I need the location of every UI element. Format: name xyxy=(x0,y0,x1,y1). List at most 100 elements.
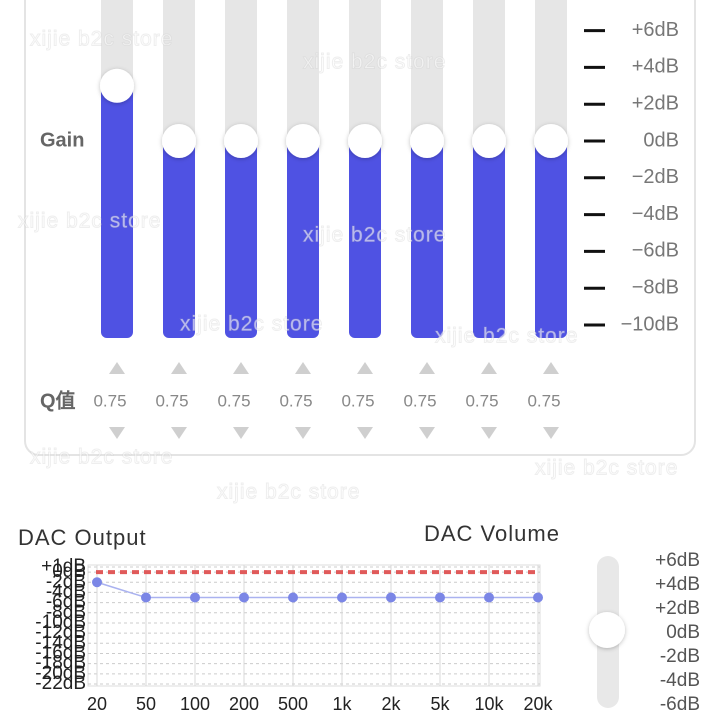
x-tick-label: 20k xyxy=(523,694,553,714)
q-up-button[interactable] xyxy=(109,362,125,374)
q-value: 0.75 xyxy=(341,391,374,410)
y-tick-label: 0dB xyxy=(52,561,86,582)
output-point xyxy=(141,592,151,603)
gain-knob[interactable] xyxy=(224,124,258,158)
output-point xyxy=(337,592,347,603)
watermark: xijie b2c store xyxy=(435,325,578,348)
scale-label: +2dB xyxy=(632,92,679,114)
y-tick-label: -12dB xyxy=(35,622,86,643)
output-point xyxy=(190,592,200,603)
q-value: 0.75 xyxy=(527,391,560,410)
x-tick-label: 100 xyxy=(180,694,210,714)
output-line xyxy=(96,581,538,599)
q-up-button[interactable] xyxy=(481,362,497,374)
q-down-button[interactable] xyxy=(357,427,373,439)
gain-bar xyxy=(473,141,505,338)
output-point xyxy=(239,592,249,603)
watermark: xijie b2c store xyxy=(217,481,360,504)
watermark: xijie b2c store xyxy=(30,28,173,51)
y-tick-label: -4dB xyxy=(46,581,86,602)
volume-tick-label: +6dB xyxy=(655,550,700,571)
watermark: xijie b2c store xyxy=(535,457,678,480)
q-up-button[interactable] xyxy=(419,362,435,374)
y-tick-label: -2dB xyxy=(46,571,86,592)
gain-knob[interactable] xyxy=(534,124,568,158)
volume-tick-label: +4dB xyxy=(655,574,700,595)
plot-frame xyxy=(87,564,541,687)
gain-bar xyxy=(349,141,381,338)
q-up-button[interactable] xyxy=(295,362,311,374)
y-tick-label: -16dB xyxy=(35,642,86,663)
watermark: xijie b2c store xyxy=(18,210,161,233)
q-value: 0.75 xyxy=(403,391,436,410)
gain-knob[interactable] xyxy=(100,68,134,103)
q-down-button[interactable] xyxy=(295,427,311,439)
x-tick-label: 200 xyxy=(229,694,259,714)
gain-knob[interactable] xyxy=(162,124,196,158)
y-tick-label: -14dB xyxy=(35,632,86,653)
dac-output-title: DAC Output xyxy=(18,525,147,550)
x-tick-label: 20 xyxy=(87,694,107,714)
gain-knob[interactable] xyxy=(410,124,444,158)
volume-tick-label: -6dB xyxy=(660,694,700,715)
q-value: 0.75 xyxy=(279,391,312,410)
output-point xyxy=(435,592,445,603)
y-tick-label: -8dB xyxy=(46,602,86,623)
scale-label: −4dB xyxy=(632,203,679,225)
x-tick-label: 2k xyxy=(381,694,401,714)
gain-label: Gain xyxy=(40,129,84,151)
y-tick-label: -18dB xyxy=(35,653,86,674)
scale-label: +6dB xyxy=(632,19,679,41)
q-value: 0.75 xyxy=(465,391,498,410)
watermark: xijie b2c store xyxy=(30,446,173,469)
y-tick-label: +1dB xyxy=(41,556,86,577)
q-up-button[interactable] xyxy=(357,362,373,374)
scale-label: +8dB xyxy=(632,0,679,4)
x-tick-label: 50 xyxy=(136,694,156,714)
y-tick-label: -6dB xyxy=(46,592,86,613)
q-value: 0.75 xyxy=(93,391,126,410)
q-up-button[interactable] xyxy=(233,362,249,374)
dac-volume-title: DAC Volume xyxy=(424,521,560,546)
q-down-button[interactable] xyxy=(481,427,497,439)
q-up-button[interactable] xyxy=(543,362,559,374)
watermark: xijie b2c store xyxy=(303,51,446,74)
scale-label: −10dB xyxy=(621,313,679,335)
q-down-button[interactable] xyxy=(543,427,559,439)
gain-bar xyxy=(101,85,133,338)
q-label: Q值 xyxy=(40,388,76,412)
gain-bar xyxy=(411,141,443,338)
q-down-button[interactable] xyxy=(109,427,125,439)
scale-label: 0dB xyxy=(643,129,679,151)
q-down-button[interactable] xyxy=(419,427,435,439)
gain-knob[interactable] xyxy=(286,124,320,158)
watermark: xijie b2c store xyxy=(303,224,446,247)
output-point xyxy=(92,577,102,588)
x-tick-label: 10k xyxy=(474,694,504,714)
x-tick-label: 1k xyxy=(332,694,352,714)
output-point xyxy=(386,592,396,603)
q-down-button[interactable] xyxy=(233,427,249,439)
watermark: xijie b2c store xyxy=(180,313,323,336)
volume-tick-label: -2dB xyxy=(660,646,700,667)
gain-knob[interactable] xyxy=(348,124,382,158)
scale-label: +4dB xyxy=(632,56,679,78)
q-up-button[interactable] xyxy=(171,362,187,374)
scale-label: −2dB xyxy=(632,166,679,188)
q-value: 0.75 xyxy=(155,391,188,410)
gain-knob[interactable] xyxy=(472,124,506,158)
output-point xyxy=(484,592,494,603)
q-down-button[interactable] xyxy=(171,427,187,439)
output-point xyxy=(533,592,543,603)
volume-knob[interactable] xyxy=(589,612,625,648)
y-tick-label: -20dB xyxy=(35,663,86,684)
q-value: 0.75 xyxy=(217,391,250,410)
x-tick-label: 5k xyxy=(430,694,450,714)
y-tick-label: -10dB xyxy=(35,612,86,633)
gain-bar xyxy=(225,141,257,338)
gain-bar xyxy=(287,141,319,338)
output-point xyxy=(288,592,298,603)
scale-label: −8dB xyxy=(632,276,679,298)
